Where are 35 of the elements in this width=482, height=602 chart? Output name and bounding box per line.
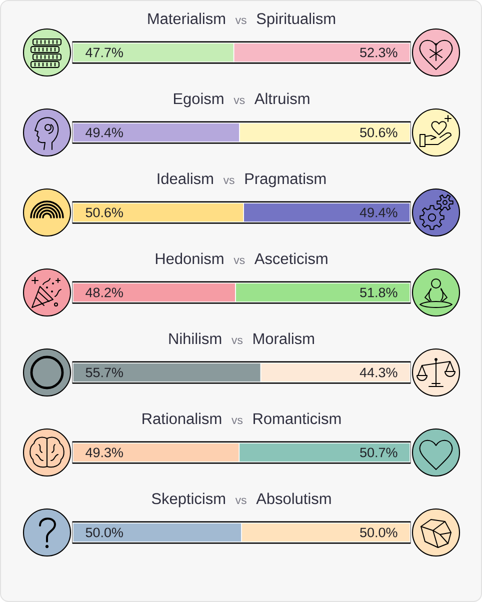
series-label: Romanticism	[254, 412, 341, 424]
data-label: 50.0%	[360, 528, 398, 538]
text: vs	[232, 418, 243, 424]
data-label: 50.0%	[86, 528, 123, 538]
data-label: 49.4%	[360, 208, 398, 218]
data-label: 52.3%	[360, 48, 398, 58]
series-label: Hedonism	[156, 252, 224, 264]
data-label: 51.8%	[360, 288, 398, 298]
series-label: Pragmatism	[245, 172, 326, 188]
series-label: Absolutism	[256, 492, 331, 504]
series-label: Spiritualism	[256, 12, 336, 28]
data-label: 50.6%	[360, 128, 398, 138]
series-label: Rationalism	[142, 412, 222, 424]
series-label: Altruism	[254, 92, 310, 104]
series-label: Asceticism	[254, 252, 328, 264]
text: vs	[235, 498, 246, 504]
text: vs	[232, 338, 243, 344]
series-label: Nihilism	[169, 332, 222, 344]
data-label: 49.4%	[86, 128, 123, 138]
series-label: Egoism	[174, 92, 224, 108]
text: vs	[223, 178, 234, 184]
series-label: Moralism	[254, 332, 314, 344]
data-label: 47.7%	[86, 48, 123, 58]
data-label: 55.7%	[86, 368, 123, 378]
data-label: 50.6%	[86, 208, 123, 218]
text: vs	[234, 98, 245, 104]
data-label: 50.7%	[360, 448, 398, 458]
data-label: 49.3%	[86, 448, 123, 458]
text: vs	[235, 18, 246, 24]
data-label: 48.2%	[86, 288, 123, 298]
text: vs	[234, 258, 245, 264]
series-label: Idealism	[158, 172, 213, 184]
series-label: Skepticism	[152, 492, 225, 508]
series-label: Materialism	[148, 12, 225, 24]
data-label: 44.3%	[360, 368, 398, 378]
